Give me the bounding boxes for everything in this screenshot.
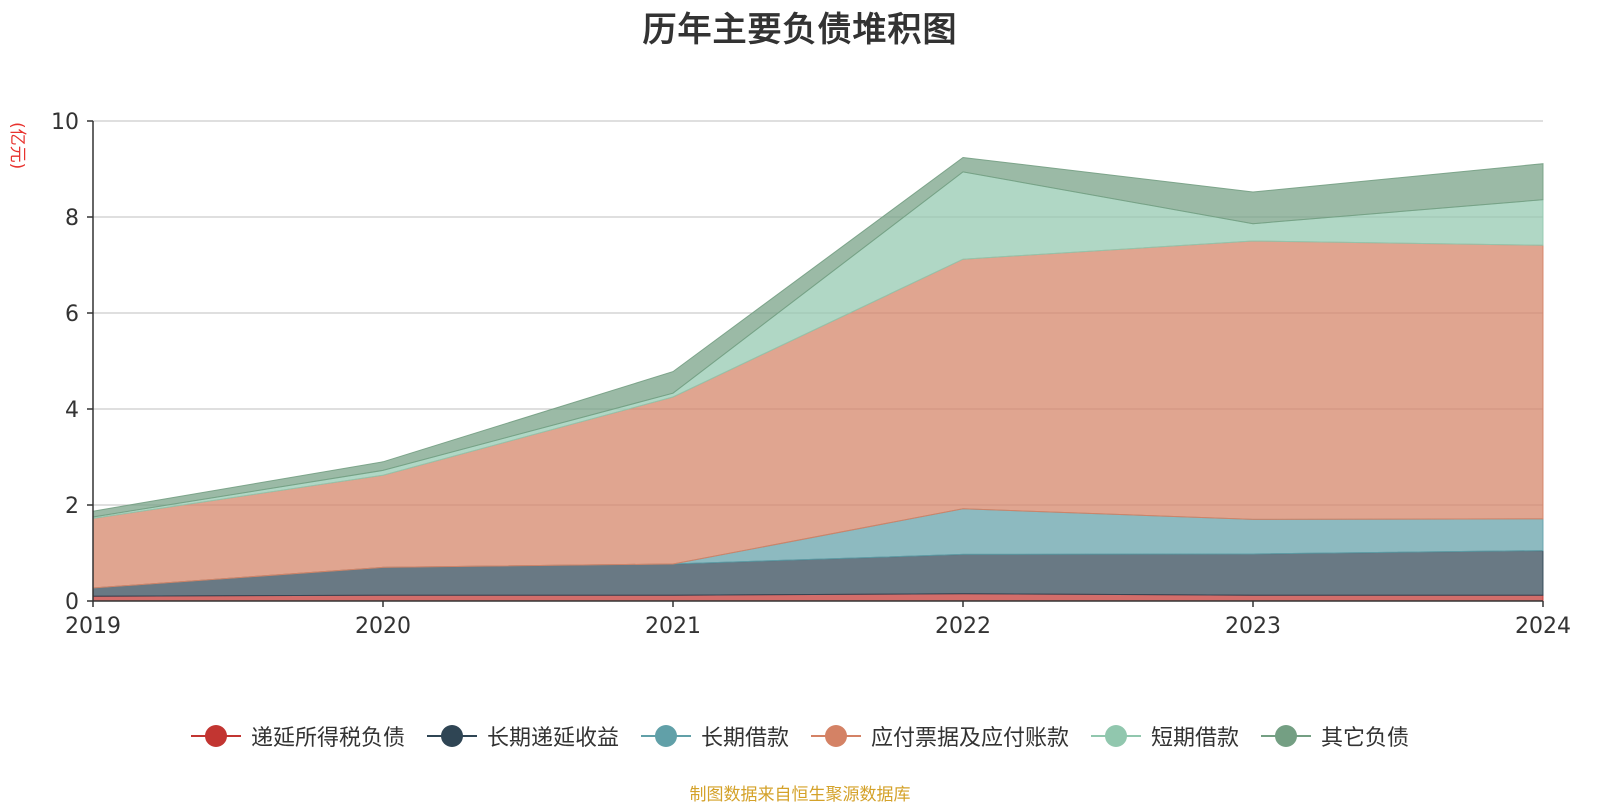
x-tick-label: 2022 bbox=[935, 614, 991, 639]
x-tick-label: 2019 bbox=[65, 614, 121, 639]
legend-marker bbox=[641, 724, 691, 748]
x-tick-label: 2021 bbox=[645, 614, 701, 639]
legend-label: 应付票据及应付账款 bbox=[871, 720, 1069, 752]
x-tick-label: 2024 bbox=[1515, 614, 1571, 639]
legend-marker bbox=[427, 724, 477, 748]
legend-marker bbox=[1261, 724, 1311, 748]
area-series-layer bbox=[93, 157, 1543, 601]
legend-label: 短期借款 bbox=[1151, 720, 1239, 752]
legend-marker bbox=[811, 724, 861, 748]
legend-item[interactable]: 应付票据及应付账款 bbox=[811, 720, 1069, 752]
legend-item[interactable]: 递延所得税负债 bbox=[191, 720, 405, 752]
legend-item[interactable]: 其它负债 bbox=[1261, 720, 1409, 752]
data-source-note: 制图数据来自恒生聚源数据库 bbox=[0, 780, 1600, 805]
stacked-area-chart: 0 2 4 6 8 10 2019 2020 2021 2022 2023 2024 bbox=[0, 0, 1600, 700]
legend-item[interactable]: 长期借款 bbox=[641, 720, 789, 752]
chart-legend: 递延所得税负债 长期递延收益 长期借款 应付票据及应付账款 短期借款 其它负债 bbox=[0, 718, 1600, 754]
legend-label: 递延所得税负债 bbox=[251, 720, 405, 752]
legend-label: 长期借款 bbox=[701, 720, 789, 752]
x-tick-label: 2020 bbox=[355, 614, 411, 639]
legend-item[interactable]: 长期递延收益 bbox=[427, 720, 619, 752]
y-tick-label: 10 bbox=[51, 110, 79, 135]
y-tick-label: 4 bbox=[65, 398, 79, 423]
y-tick-label: 0 bbox=[65, 590, 79, 615]
legend-label: 长期递延收益 bbox=[487, 720, 619, 752]
legend-marker bbox=[191, 724, 241, 748]
legend-label: 其它负债 bbox=[1321, 720, 1409, 752]
y-tick-label: 2 bbox=[65, 494, 79, 519]
legend-marker bbox=[1091, 724, 1141, 748]
x-tick-label: 2023 bbox=[1225, 614, 1281, 639]
y-tick-label: 8 bbox=[65, 206, 79, 231]
legend-item[interactable]: 短期借款 bbox=[1091, 720, 1239, 752]
y-tick-label: 6 bbox=[65, 302, 79, 327]
